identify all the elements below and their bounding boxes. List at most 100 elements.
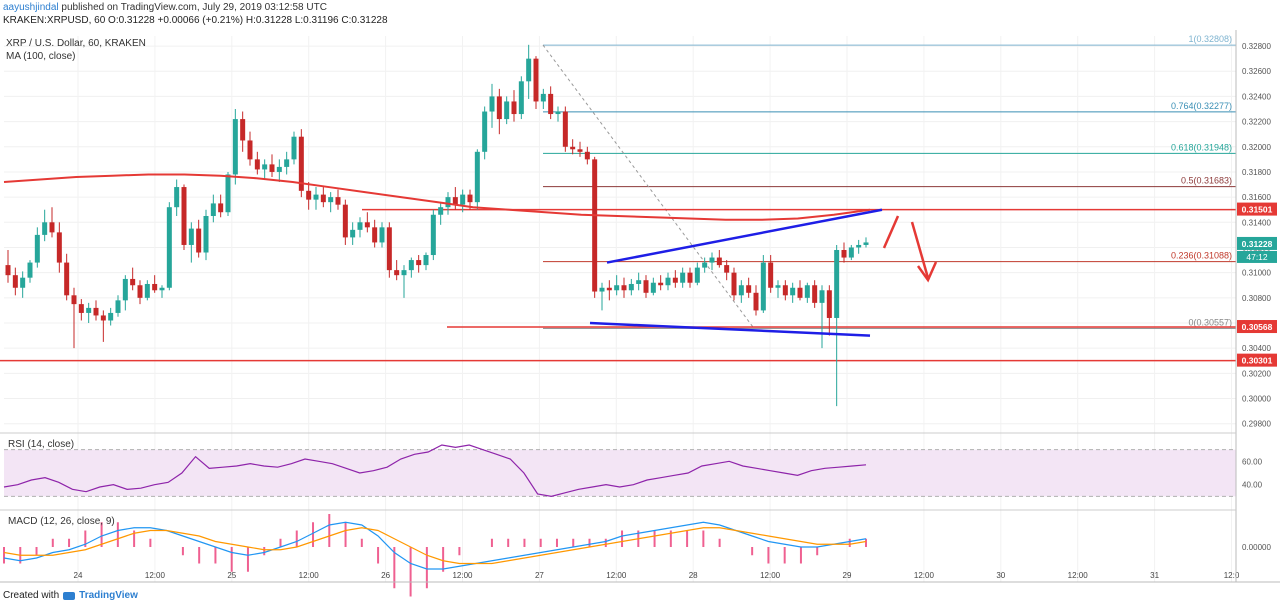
- candle-body: [570, 146, 576, 150]
- price-tick-label: 0.30400: [1242, 344, 1271, 353]
- candle-body: [276, 166, 282, 172]
- tradingview-brand[interactable]: TradingView: [79, 590, 138, 601]
- candle-body: [452, 197, 458, 205]
- author-link[interactable]: aayushjindal: [3, 2, 59, 13]
- time-tick-label: 12:00: [299, 571, 320, 580]
- time-tick-label: 29: [843, 571, 852, 580]
- candle-body: [262, 164, 268, 170]
- candle-body: [27, 262, 33, 278]
- candle-body: [724, 265, 730, 273]
- candle-body: [672, 277, 678, 283]
- time-tick-label: 31: [1150, 571, 1159, 580]
- published-text: published on TradingView.com, July 29, 2…: [61, 2, 327, 13]
- price-label-text: 0.31228: [1242, 239, 1273, 249]
- candle-body: [49, 222, 55, 233]
- ohlc-line: KRAKEN:XRPUSD, 60 O:0.31228 +0.00066 (+0…: [3, 15, 388, 26]
- time-tick-label: 30: [996, 571, 1005, 580]
- countdown-text: 47:12: [1246, 252, 1268, 262]
- price-tick-label: 0.30000: [1242, 395, 1271, 404]
- macd-label: MACD (12, 26, close, 9): [8, 516, 115, 527]
- price-tick-label: 0.31000: [1242, 269, 1271, 278]
- candle-body: [819, 290, 825, 303]
- moving-average: [3, 173, 871, 221]
- signal-line: [3, 527, 867, 565]
- annotations: [882, 215, 938, 283]
- candle-body: [650, 282, 656, 293]
- candle-body: [416, 260, 422, 266]
- time-tick-label: 12:00: [914, 571, 935, 580]
- candle-body: [232, 119, 238, 175]
- candle-body: [379, 227, 385, 243]
- candle-body: [423, 255, 429, 266]
- candle-body: [863, 242, 869, 245]
- candle-body: [482, 111, 488, 152]
- candle-body: [240, 119, 246, 141]
- candle-body: [474, 151, 480, 203]
- price-tick-label: 0.30800: [1242, 294, 1271, 303]
- time-tick-label: 26: [381, 571, 390, 580]
- candle-body: [716, 257, 722, 266]
- candle-body: [606, 287, 612, 291]
- candle-body: [408, 260, 414, 271]
- time-tick-label: 12:00: [760, 571, 781, 580]
- candle-body: [93, 307, 99, 316]
- candle-body: [782, 285, 788, 296]
- candle-body: [144, 283, 150, 298]
- time-tick-label: 28: [689, 571, 698, 580]
- down-arrow-icon: [910, 221, 930, 279]
- price-label-box: [1237, 320, 1277, 334]
- price-label-box: [1237, 202, 1277, 216]
- candle-body: [753, 292, 759, 311]
- candle-body: [203, 216, 209, 253]
- candle-body: [64, 262, 70, 296]
- macd-pane: 0.00000: [3, 514, 1271, 597]
- publish-header: aayushjindal published on TradingView.co…: [3, 2, 327, 13]
- candle-body: [555, 111, 561, 115]
- rsi-pane: 60.00 40.00: [3, 444, 1263, 497]
- symbol-title: XRP / U.S. Dollar, 60, KRAKEN: [6, 38, 146, 49]
- candle-body: [166, 207, 172, 288]
- candle-body: [504, 101, 510, 120]
- time-tick-label: 12:0: [1224, 571, 1240, 580]
- candle-body: [20, 277, 26, 288]
- candle-body: [122, 278, 128, 301]
- candle-body: [636, 280, 642, 284]
- candle-body: [438, 207, 444, 215]
- candle-body: [78, 304, 84, 313]
- candle-body: [694, 267, 700, 283]
- candle-body: [108, 312, 114, 321]
- candle-body: [34, 234, 40, 263]
- footer: Created with TradingView: [3, 590, 138, 601]
- fib-level-label: 0(0.30557): [1188, 317, 1232, 327]
- price-label-box: [1237, 236, 1277, 250]
- candle-body: [856, 244, 862, 248]
- candle-body: [56, 232, 62, 263]
- candle-body: [533, 58, 539, 102]
- fib-level-label: 0.5(0.31683): [1181, 176, 1232, 186]
- price-tick-label: 0.32400: [1242, 92, 1271, 101]
- price-tick-label: 0.29800: [1242, 420, 1271, 429]
- candle-body: [100, 315, 106, 321]
- candle-body: [540, 93, 546, 102]
- chart-text: XRP / U.S. Dollar, 60, KRAKEN MA (100, c…: [6, 38, 146, 527]
- candle-body: [137, 285, 143, 298]
- price-label-text: 0.30301: [1242, 356, 1273, 366]
- candle-body: [614, 285, 620, 291]
- price-tick-label: 0.31800: [1242, 168, 1271, 177]
- price-tick-label: 0.32200: [1242, 118, 1271, 127]
- candle-body: [350, 229, 356, 238]
- price-tick-label: 0.32000: [1242, 143, 1271, 152]
- upper-trendline: [606, 208, 883, 264]
- candle-body: [445, 197, 451, 208]
- candle-body: [526, 58, 532, 82]
- candle-body: [225, 174, 231, 213]
- fib-level-label: 0.764(0.32277): [1171, 101, 1232, 111]
- price-tick-label: 0.32800: [1242, 42, 1271, 51]
- fib-level-label: 0.236(0.31088): [1171, 251, 1232, 261]
- candle-body: [430, 214, 436, 256]
- tradingview-logo-icon: [63, 591, 76, 600]
- candle-body: [658, 282, 664, 286]
- fib-level-label: 0.618(0.31948): [1171, 142, 1232, 152]
- ma-label: MA (100, close): [6, 51, 75, 62]
- candle-body: [320, 194, 326, 203]
